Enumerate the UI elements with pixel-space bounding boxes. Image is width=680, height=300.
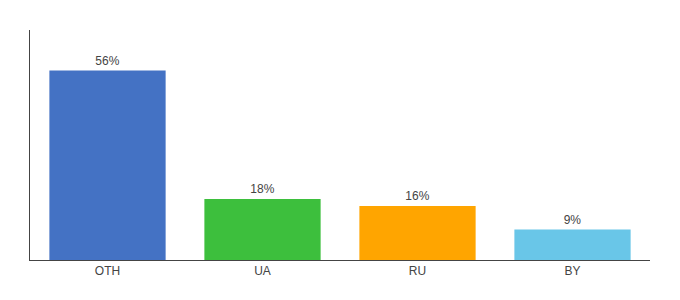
svg-text:16%: 16% [405,189,429,203]
svg-text:UA: UA [254,264,271,278]
svg-text:BY: BY [564,264,580,278]
svg-text:RU: RU [409,264,426,278]
svg-text:56%: 56% [95,54,119,68]
svg-text:18%: 18% [250,182,274,196]
svg-text:OTH: OTH [95,264,120,278]
svg-text:9%: 9% [564,213,582,227]
